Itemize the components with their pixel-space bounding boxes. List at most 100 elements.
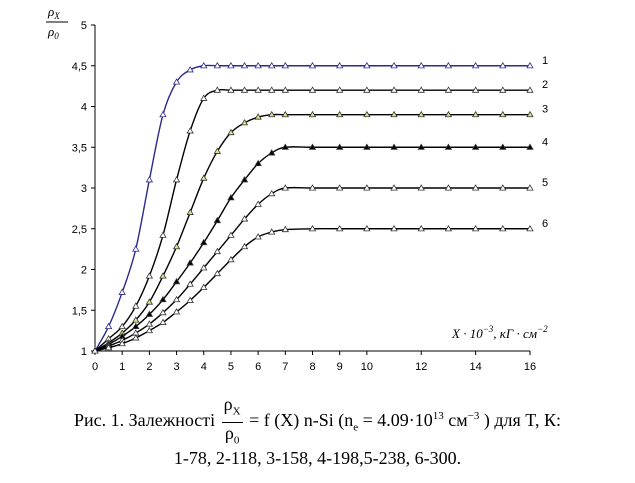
- data-point: [227, 231, 235, 238]
- data-point: [363, 184, 371, 191]
- data-point: [390, 143, 398, 150]
- data-point: [268, 61, 276, 69]
- curve-label-4: 4: [542, 136, 548, 148]
- data-point: [281, 110, 290, 118]
- x-tick-label: 7: [282, 361, 288, 373]
- data-point: [213, 247, 222, 255]
- data-point: [363, 110, 371, 118]
- data-point: [132, 334, 140, 341]
- data-point: [132, 322, 140, 330]
- data-point: [363, 224, 371, 232]
- data-point: [186, 296, 194, 303]
- data-point: [335, 110, 344, 118]
- data-point: [240, 119, 249, 126]
- data-point: [444, 224, 453, 232]
- x-label: X · 10−3, кГ · см−2: [451, 324, 548, 341]
- data-point: [363, 61, 371, 69]
- curve-label-3: 3: [542, 104, 548, 116]
- data-point: [499, 61, 507, 69]
- data-point: [308, 184, 317, 191]
- data-point: [268, 149, 276, 156]
- caption-suffix: ) для T, К:: [479, 410, 561, 431]
- data-point: [417, 86, 425, 93]
- data-point: [417, 224, 425, 232]
- data-point: [254, 200, 262, 207]
- x-tick-label: 8: [309, 361, 315, 373]
- data-point: [254, 86, 262, 93]
- data-point: [444, 110, 453, 118]
- y-tick-label: 1: [81, 346, 87, 358]
- data-point: [308, 86, 317, 93]
- data-point: [186, 66, 194, 73]
- data-point: [172, 242, 181, 250]
- series-2: 2: [91, 79, 548, 354]
- y-tick-label: 3: [81, 183, 87, 195]
- data-point: [240, 215, 249, 222]
- x-tick-label: 5: [228, 361, 234, 373]
- data-point: [145, 326, 154, 334]
- data-point: [308, 224, 317, 232]
- data-point: [213, 269, 222, 277]
- data-point: [499, 184, 507, 191]
- caption-fraction: ρX ρ0: [221, 394, 243, 450]
- data-point: [526, 61, 534, 69]
- tick-labels: 11,522,533,544,550 1 2 3 4 5 6 7 8 9 10 12 14 16: [72, 20, 536, 373]
- series-5: 5: [91, 177, 548, 354]
- data-point: [213, 61, 222, 69]
- data-point: [159, 308, 167, 316]
- data-point: [335, 184, 344, 191]
- x-tick-label: 4: [201, 361, 207, 373]
- data-point: [186, 280, 194, 287]
- x-tick-label: 9: [337, 361, 343, 373]
- x-tick-label: 1: [119, 361, 125, 373]
- data-point: [390, 61, 398, 69]
- data-point: [526, 86, 534, 93]
- data-point: [240, 242, 249, 250]
- data-point: [172, 295, 181, 303]
- data-point: [281, 86, 290, 93]
- data-point: [172, 277, 181, 285]
- data-point: [281, 184, 290, 191]
- data-point: [471, 184, 480, 191]
- series-1: 1: [91, 55, 548, 354]
- data-point: [417, 143, 425, 150]
- data-point: [335, 224, 344, 232]
- data-point: [281, 225, 290, 233]
- series-line-1: [94, 64, 530, 352]
- data-point: [200, 238, 208, 246]
- data-point: [335, 61, 344, 69]
- caption-prefix: Рис. 1. Залежності: [74, 410, 216, 431]
- y-tick-label: 4,5: [72, 61, 87, 73]
- data-point: [526, 110, 534, 118]
- y-tick-label: 2,5: [72, 224, 87, 236]
- data-point: [268, 110, 276, 118]
- data-point: [227, 193, 235, 201]
- data-point: [159, 295, 167, 303]
- data-point: [132, 316, 140, 323]
- data-point: [363, 143, 371, 150]
- data-point: [172, 308, 181, 315]
- data-point: [308, 61, 317, 69]
- data-point: [499, 143, 507, 150]
- data-point: [308, 110, 317, 118]
- data-point: [417, 61, 425, 69]
- x-tick-label: 0: [92, 361, 98, 373]
- y-tick-label: 2: [81, 265, 87, 277]
- data-point: [240, 86, 249, 93]
- data-point: [417, 184, 425, 191]
- data-point: [132, 302, 140, 309]
- data-point: [444, 143, 453, 150]
- data-point: [499, 110, 507, 118]
- data-point: [268, 228, 276, 235]
- y-tick-label: 4: [81, 102, 87, 114]
- data-point: [444, 61, 453, 69]
- data-point: [281, 143, 290, 150]
- caption-fraction-denominator: ρ0: [224, 422, 240, 447]
- x-tick-label: 6: [255, 361, 261, 373]
- data-point: [471, 143, 480, 150]
- x-tick-label: 16: [524, 361, 536, 373]
- data-point: [145, 298, 154, 305]
- data-point: [200, 264, 208, 271]
- data-point: [159, 110, 167, 118]
- data-point: [390, 184, 398, 191]
